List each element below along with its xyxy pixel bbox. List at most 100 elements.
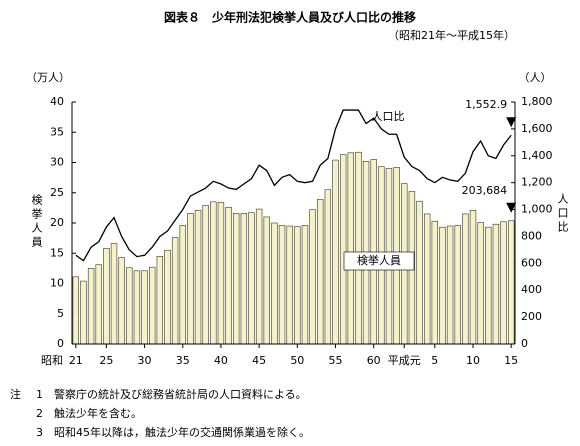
chart-title: 図表８ 少年刑法犯検挙人員及び人口比の推移: [164, 10, 416, 25]
x-era-label: 昭和: [41, 354, 63, 367]
bar: [317, 199, 324, 345]
bar: [431, 220, 439, 345]
y-tick-label: 15: [50, 246, 64, 259]
bar: [492, 223, 500, 345]
bar: [187, 213, 194, 345]
line: [75, 109, 512, 262]
bar: [148, 266, 156, 345]
value-arrow: [506, 202, 517, 213]
y2-tick-label: 200: [521, 310, 542, 323]
bar: [446, 225, 454, 345]
bar: [110, 243, 118, 345]
y2-tick-label: 600: [521, 256, 542, 269]
bar: [233, 213, 240, 345]
note: 1 警察庁の統計及び総務省統計局の人口資料による。: [36, 387, 307, 401]
bar: [217, 202, 225, 345]
bar: [225, 206, 232, 345]
bar: [416, 200, 423, 345]
y-tick-label: 25: [50, 186, 64, 199]
value-arrow: [506, 117, 517, 128]
y-axis-label: 検挙人員: [30, 193, 43, 250]
bar: [118, 257, 125, 345]
y2-unit: （人）: [519, 71, 552, 84]
y-tick-label: 20: [50, 216, 64, 229]
y2-tick-label: 1,000: [521, 203, 553, 216]
x-tick-label: 平成元: [388, 354, 421, 367]
y-tick-label: 0: [57, 337, 64, 350]
bar: [202, 205, 209, 345]
bar: [278, 225, 286, 345]
bar: [309, 209, 316, 345]
bar: [271, 222, 278, 345]
bar: [126, 267, 133, 345]
x-tick-label: 21: [69, 354, 83, 367]
y-tick-label: 30: [50, 156, 64, 169]
y-unit: （万人）: [26, 71, 70, 84]
bar: [347, 152, 354, 345]
x-tick-label: 55: [329, 354, 343, 367]
series-label: 人口比: [372, 110, 405, 123]
bar: [95, 264, 102, 345]
x-tick-label: 40: [214, 354, 228, 367]
y2-tick-label: 1,400: [521, 149, 553, 162]
bar: [255, 208, 263, 345]
bar: [507, 220, 515, 345]
y2-tick-label: 800: [521, 229, 542, 242]
note: 3 昭和45年以降は，触法少年の交通関係業過を除く。: [36, 425, 310, 439]
bar: [248, 212, 255, 345]
bar: [263, 216, 270, 345]
bar: [240, 213, 248, 345]
x-tick-label: 25: [99, 354, 113, 367]
y2-tick-label: 400: [521, 283, 542, 296]
x-tick-label: 50: [290, 354, 304, 367]
bar: [469, 209, 477, 345]
bar: [355, 151, 362, 345]
bar: [286, 225, 293, 345]
bar: [439, 226, 446, 345]
x-tick-label: 5: [431, 354, 438, 367]
y-tick-label: 35: [50, 125, 64, 138]
x-tick-label: 30: [138, 354, 152, 367]
bar: [324, 189, 332, 345]
note: 2 触法少年を含む。: [36, 406, 142, 420]
series-label-box: [343, 251, 415, 271]
y2-tick-label: 1,800: [521, 95, 553, 108]
bar: [339, 154, 347, 345]
y2-tick-label: 0: [521, 337, 528, 350]
y2-tick-label: 1,600: [521, 122, 553, 135]
x-tick-label: 35: [176, 354, 190, 367]
y-tick-label: 40: [50, 95, 64, 108]
bar: [156, 255, 164, 345]
notes-heading: 注: [10, 387, 21, 401]
y2-axis-label: 人口比: [556, 193, 569, 235]
bar: [210, 201, 217, 345]
bar: [80, 280, 87, 345]
bar: [141, 270, 148, 345]
bar: [485, 226, 492, 345]
x-tick-label: 10: [466, 354, 480, 367]
series-label: 検挙人員: [357, 253, 401, 267]
bar: [423, 213, 431, 345]
bar: [332, 159, 339, 345]
bar: [462, 213, 469, 345]
y-tick-label: 10: [50, 277, 64, 290]
bar: [194, 209, 202, 345]
bar: [294, 226, 301, 345]
bar: [164, 249, 171, 345]
bar: [477, 222, 484, 345]
bar: [133, 270, 141, 345]
y2-tick-label: 1,200: [521, 176, 553, 189]
bar: [103, 248, 110, 345]
bar: [179, 225, 186, 345]
x-tick-label: 60: [367, 354, 381, 367]
bar: [454, 225, 461, 345]
chart-subtitle: （昭和21年～平成15年）: [388, 28, 515, 42]
bar: [87, 268, 95, 345]
value-label: 203,684: [462, 184, 508, 197]
bar: [72, 276, 80, 345]
y-tick-label: 5: [57, 307, 64, 320]
value-label: 1,552.9: [465, 98, 507, 111]
x-tick-label: 15: [504, 354, 518, 367]
bar: [171, 237, 179, 345]
